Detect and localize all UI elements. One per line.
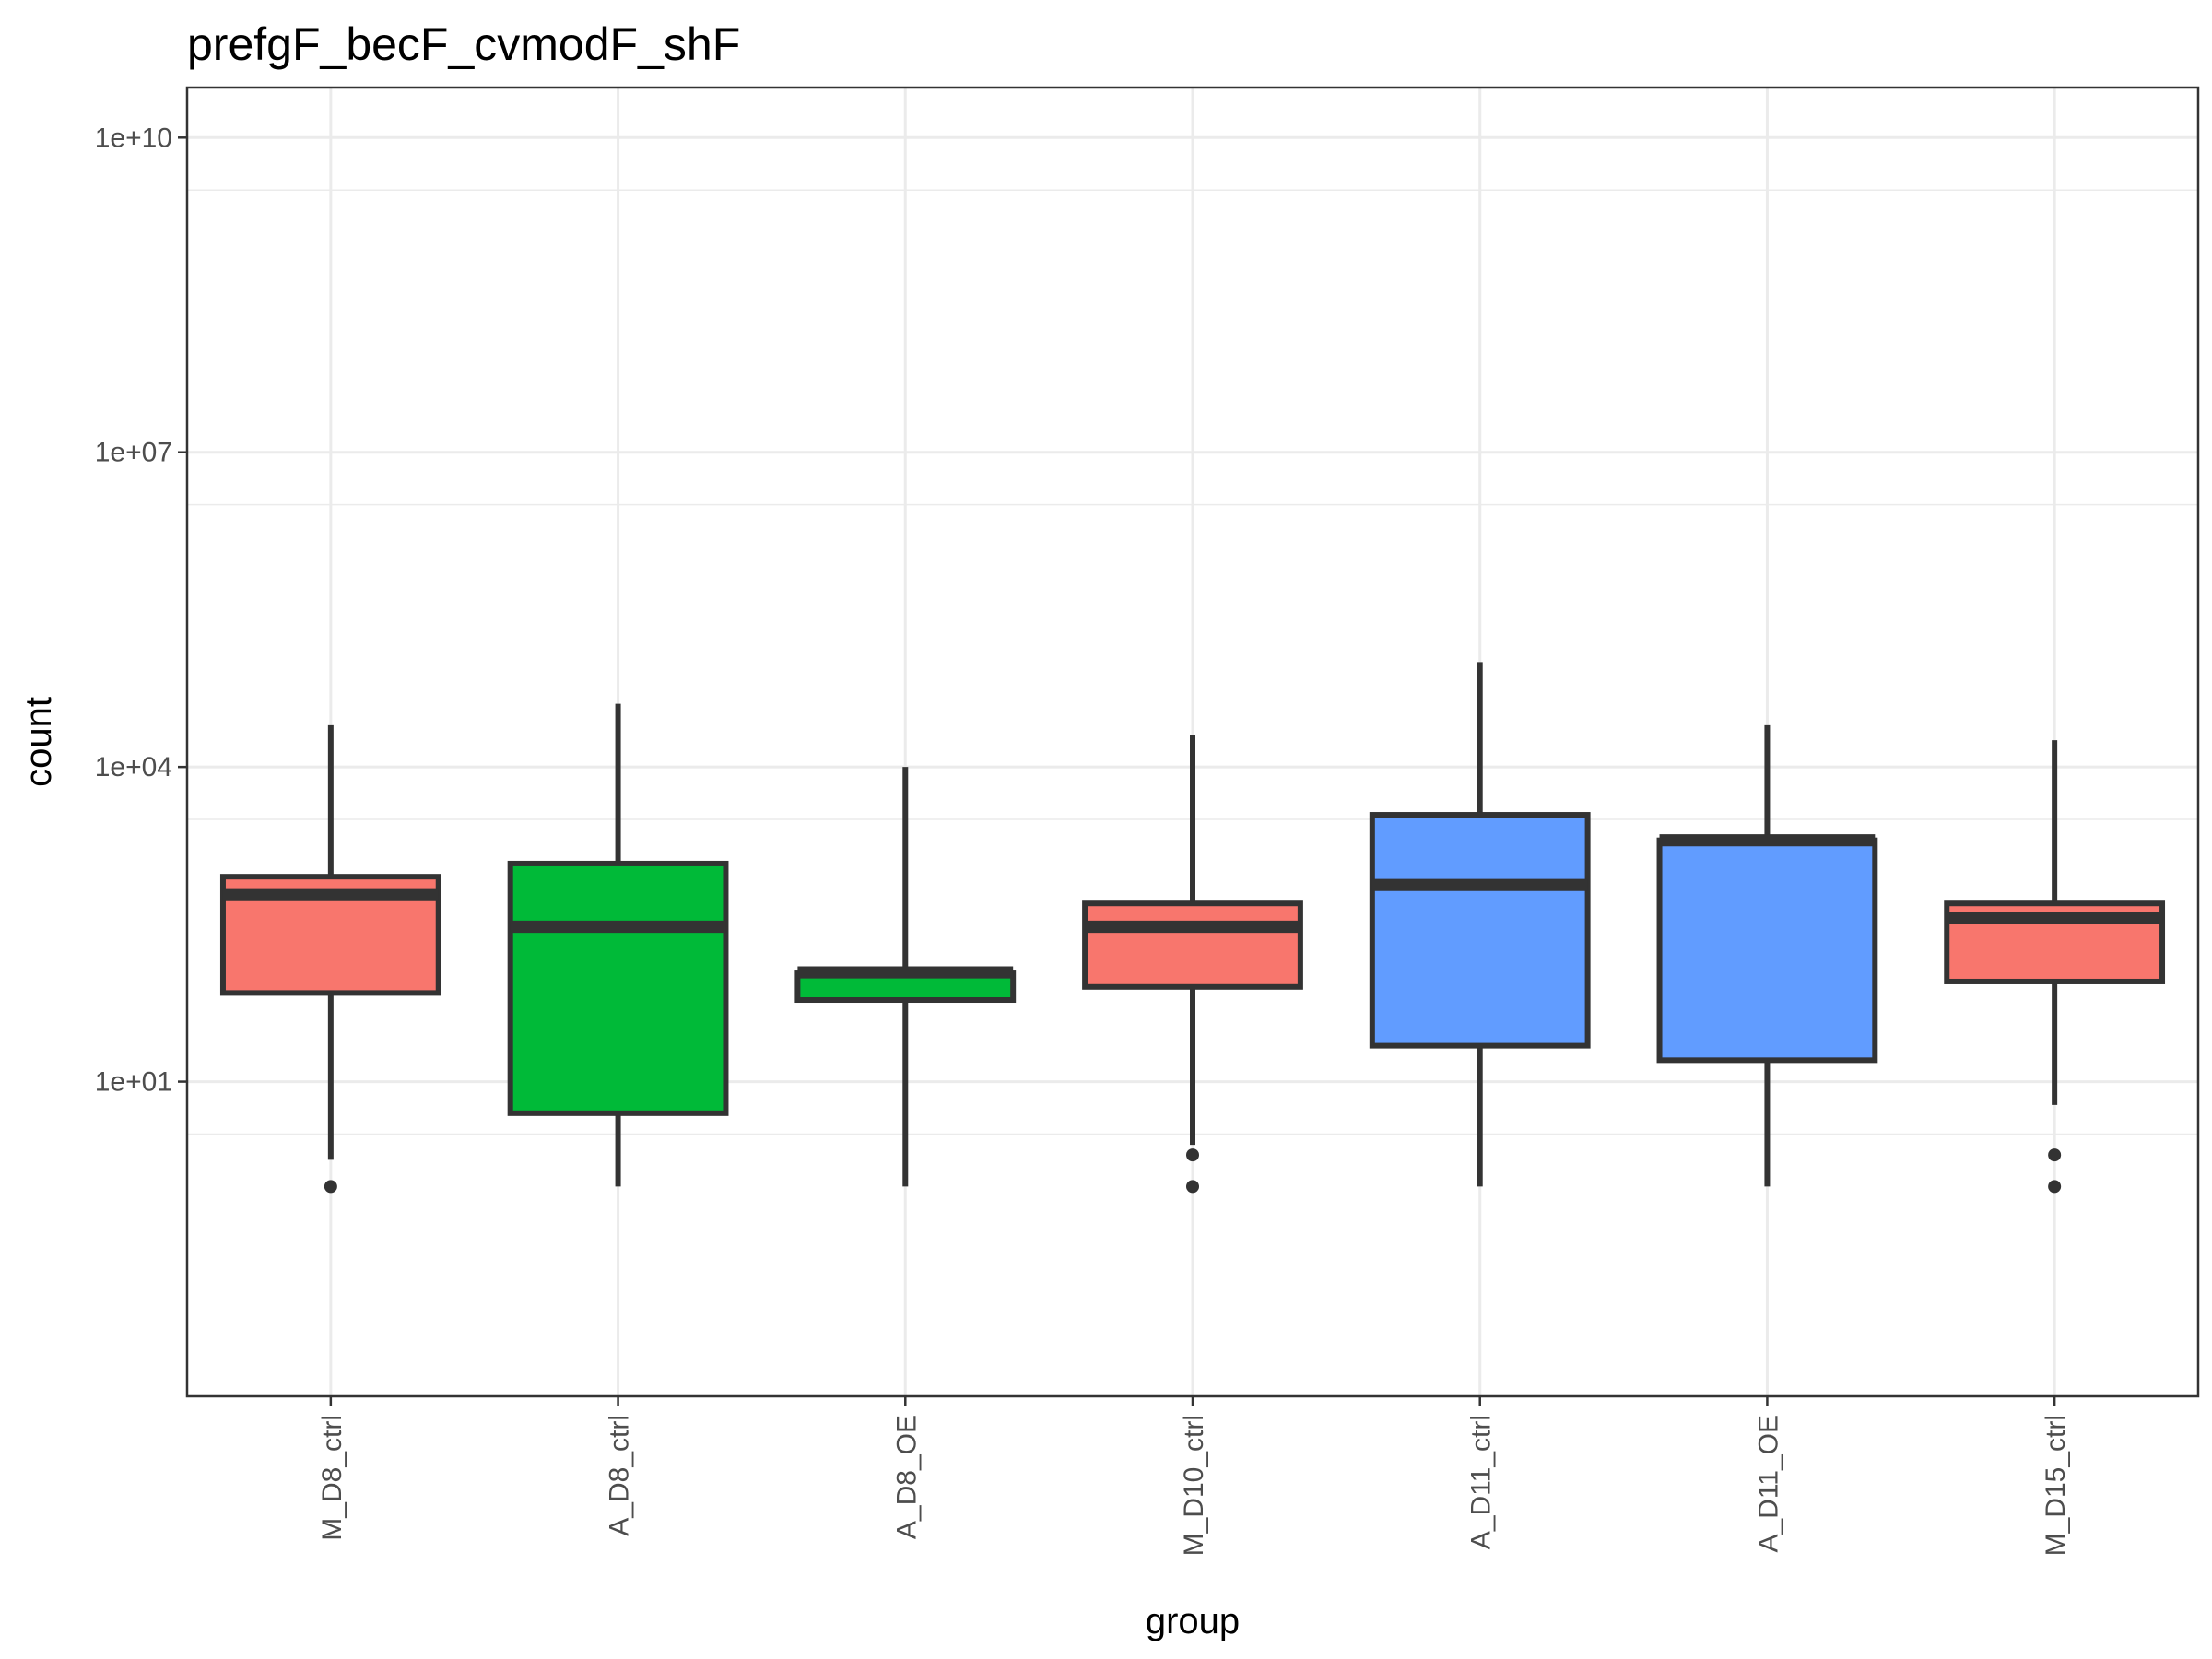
box-body	[1082, 900, 1303, 990]
outlier-point	[324, 1180, 337, 1194]
box-body	[507, 860, 729, 1116]
box-M_D10_ctrl	[1082, 735, 1303, 1146]
box-A_D11_ctrl	[1369, 662, 1591, 1187]
y-axis-title: count	[18, 697, 59, 787]
y-tick-label: 1e+04	[95, 752, 172, 782]
x-tick-label: A_D11_ctrl	[1466, 1415, 1497, 1549]
x-tick-label: A_D11_OE	[1753, 1415, 1783, 1553]
box-body	[1369, 812, 1591, 1049]
x-tick-label: M_D15_ctrl	[2041, 1415, 2071, 1556]
x-tick-label: M_D10_ctrl	[1179, 1415, 1209, 1556]
box-A_D8_ctrl	[507, 703, 729, 1187]
outlier-point	[2048, 1180, 2062, 1194]
box-series	[219, 662, 2166, 1194]
box-M_D15_ctrl	[1944, 740, 2166, 1105]
box-M_D8_ctrl	[219, 724, 441, 1160]
y-tick-label: 1e+10	[95, 123, 172, 153]
y-tick-label: 1e+07	[95, 438, 172, 468]
outlier-point	[1186, 1148, 1199, 1162]
outlier-point	[2048, 1148, 2062, 1162]
x-tick-label: M_D8_ctrl	[317, 1415, 347, 1541]
box-A_D8_OE	[794, 767, 1017, 1187]
box-body	[1656, 837, 1878, 1064]
axes: 1e+01 1e+04 1e+07 1e+10 M_D8_ctrl A_D8_ctrl A_…	[95, 123, 2071, 1556]
x-axis-title: group	[1146, 1601, 1240, 1641]
x-tick-label: A_D8_ctrl	[605, 1415, 635, 1536]
box-A_D11_OE	[1656, 724, 1878, 1187]
outlier-point	[1186, 1180, 1199, 1194]
chart-title: prefgF_becF_cvmodF_shF	[187, 18, 740, 70]
y-tick-label: 1e+01	[95, 1067, 172, 1098]
x-tick-label: A_D8_OE	[891, 1415, 922, 1539]
